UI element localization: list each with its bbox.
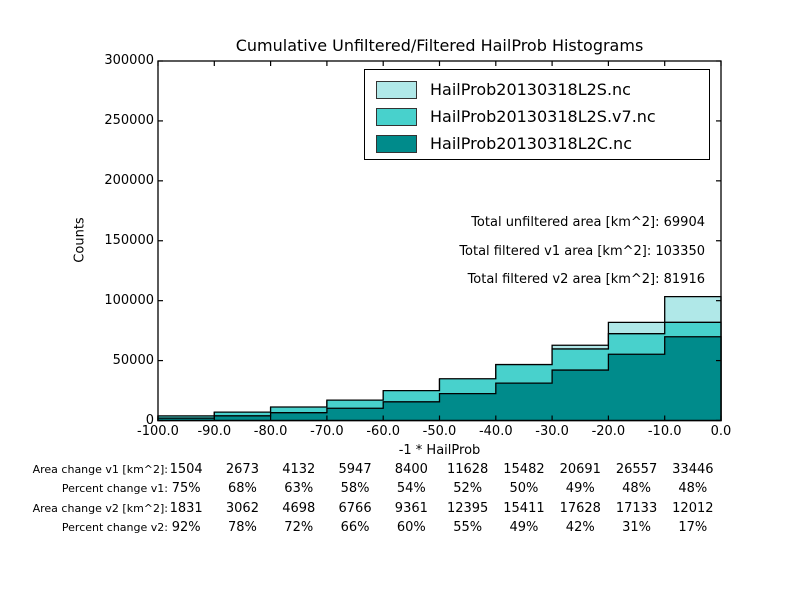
- annotation-total-filtered-v2: Total filtered v2 area [km^2]: 81916: [467, 272, 705, 287]
- legend: HailProb20130318L2S.nc HailProb20130318L2…: [364, 69, 710, 160]
- y-axis-label: Counts: [72, 217, 88, 263]
- legend-swatch-icon: [376, 134, 417, 153]
- annotation-total-unfiltered: Total unfiltered area [km^2]: 69904: [471, 215, 705, 230]
- legend-entry: HailProb20130318L2S.nc: [365, 76, 709, 103]
- annotation-total-filtered-v1: Total filtered v1 area [km^2]: 103350: [459, 244, 705, 259]
- legend-swatch-icon: [376, 80, 417, 99]
- legend-label: HailProb20130318L2S.nc: [430, 80, 631, 99]
- legend-entry: HailProb20130318L2S.v7.nc: [365, 103, 709, 130]
- x-axis-label: -1 * HailProb: [398, 443, 481, 458]
- legend-label: HailProb20130318L2S.v7.nc: [430, 107, 656, 126]
- tick-marks: [157, 60, 722, 422]
- histogram-series-3: [157, 336, 722, 422]
- legend-entry: HailProb20130318L2C.nc: [365, 130, 709, 157]
- legend-label: HailProb20130318L2C.nc: [430, 134, 632, 153]
- legend-swatch-icon: [376, 107, 417, 126]
- chart-title: Cumulative Unfiltered/Filtered HailProb …: [235, 36, 644, 55]
